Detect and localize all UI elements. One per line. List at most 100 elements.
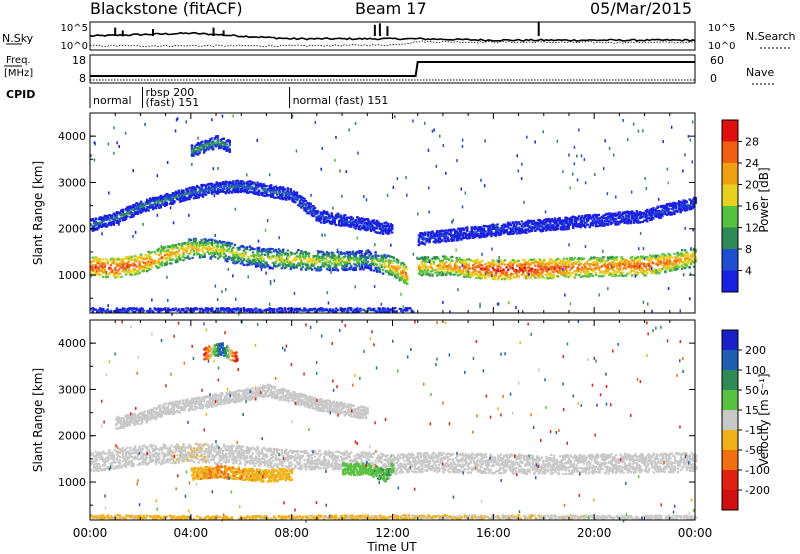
heat-cell <box>254 192 258 195</box>
heat-cell <box>420 232 424 235</box>
heat-cell <box>224 254 227 257</box>
heat-cell <box>356 250 359 254</box>
heat-cell <box>257 250 261 253</box>
heat-cell <box>223 256 226 259</box>
freq-tick-top: 18 <box>72 54 86 67</box>
heat-cell <box>339 260 342 263</box>
heat-cell <box>354 227 358 230</box>
heat-cell <box>103 222 106 225</box>
heat-cell <box>354 266 358 269</box>
heat-cell <box>310 205 314 208</box>
heat-cell <box>365 222 368 225</box>
heat-cell <box>534 276 537 279</box>
heat-cell <box>291 192 294 195</box>
heat-cell <box>637 258 640 261</box>
heat-cell <box>481 276 484 280</box>
heat-cell <box>587 259 590 262</box>
heat-cell <box>381 259 385 262</box>
heat-cell <box>365 261 368 264</box>
heat-cell <box>342 218 345 221</box>
heat-cell <box>437 264 440 267</box>
heat-cell <box>304 264 308 267</box>
heat-cell <box>472 264 475 267</box>
heat-cell <box>348 251 351 254</box>
heat-cell <box>546 269 549 272</box>
heat-cell <box>491 267 495 270</box>
heat-cell <box>285 266 288 269</box>
heat-cell <box>162 246 165 249</box>
cpid-label: normal <box>93 94 132 107</box>
heat-cell <box>142 257 146 261</box>
heat-cell <box>188 196 191 199</box>
heat-cell <box>282 194 285 197</box>
heat-cell <box>591 263 594 267</box>
heat-cell <box>333 261 336 264</box>
heat-cell <box>289 188 292 191</box>
heat-cell <box>109 221 113 224</box>
heat-cell <box>126 271 129 274</box>
heat-cell <box>191 244 194 247</box>
heat-cell <box>333 258 336 261</box>
heat-cell <box>599 266 602 269</box>
heat-cell <box>211 192 214 195</box>
heat-cell <box>609 264 613 267</box>
heat-cell <box>677 264 681 267</box>
heat-cell <box>591 269 594 272</box>
heat-cell <box>214 185 217 188</box>
heat-cell <box>291 260 294 263</box>
heat-cell <box>567 271 570 275</box>
heat-cell <box>624 274 628 277</box>
heat-cell <box>112 258 116 261</box>
heat-cell <box>623 264 626 267</box>
heat-cell <box>147 206 150 209</box>
heat-cell <box>133 207 137 210</box>
heat-cell <box>191 188 194 191</box>
heat-cell <box>389 261 392 264</box>
heat-cell <box>356 223 359 226</box>
heat-cell <box>688 259 691 262</box>
heat-cell <box>174 251 178 254</box>
heat-cell <box>562 265 566 268</box>
heat-cell <box>344 269 347 272</box>
heat-cell <box>469 234 472 237</box>
heat-cell <box>682 260 685 263</box>
heat-cell <box>318 255 321 259</box>
heat-cell <box>677 261 681 264</box>
heat-cell <box>229 180 232 183</box>
heat-cell <box>297 204 300 207</box>
heat-cell <box>108 266 111 269</box>
heat-cell <box>567 259 570 263</box>
heat-cell <box>374 251 377 254</box>
heat-cell <box>467 262 470 266</box>
heat-cell <box>103 218 106 221</box>
heat-cell <box>309 260 312 264</box>
heat-cell <box>591 257 594 260</box>
heat-cell <box>195 253 199 256</box>
heat-cell <box>120 258 123 261</box>
heat-cell <box>295 198 299 201</box>
heat-cell <box>130 207 134 210</box>
heat-cell <box>156 197 159 200</box>
heat-cell <box>488 265 492 268</box>
heat-cell <box>94 218 97 221</box>
heat-cell <box>111 217 114 220</box>
heat-cell <box>454 262 457 265</box>
heat-cell <box>245 185 249 188</box>
heat-cell <box>91 263 94 267</box>
heat-cell <box>479 230 483 233</box>
heat-cell <box>294 259 297 262</box>
heat-cell <box>164 200 167 204</box>
heat-cell <box>127 212 131 215</box>
heat-cell <box>342 256 345 259</box>
heat-cell <box>529 268 532 271</box>
heat-cell <box>476 258 480 261</box>
heat-cell <box>484 225 487 228</box>
heat-cell <box>392 272 395 275</box>
heat-cell <box>244 186 247 189</box>
heat-cell <box>505 273 508 276</box>
heat-cell <box>602 274 605 278</box>
heat-cell <box>618 260 622 263</box>
heat-cell <box>322 252 326 255</box>
heat-cell <box>354 254 358 257</box>
